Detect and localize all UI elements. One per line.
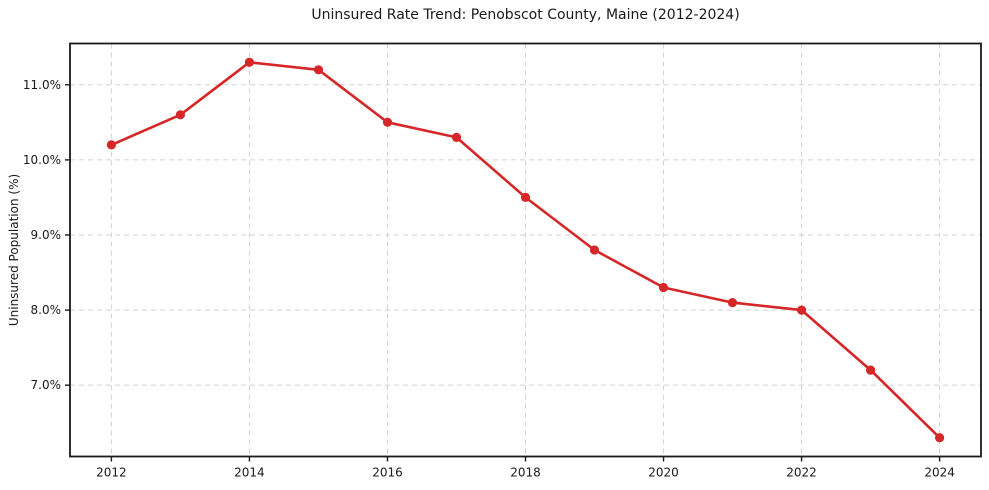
x-tick-label: 2014 [234,466,265,480]
y-tick-label: 10.0% [23,153,61,167]
data-point-2023 [866,365,876,375]
data-point-2020 [658,282,669,293]
x-tick-label: 2016 [372,466,403,480]
x-tick-label: 2020 [648,466,679,480]
x-tick-label: 2022 [786,466,817,480]
data-point-2022 [797,305,807,315]
y-tick-label: 7.0% [31,378,62,392]
data-point-2018 [520,192,531,202]
data-point-2014 [244,57,254,67]
x-tick-label: 2018 [510,466,541,480]
data-point-2012 [106,140,116,150]
y-tick-label: 11.0% [23,78,61,92]
data-point-2019 [589,245,600,255]
x-tick-label: 2012 [96,466,127,480]
x-tick-label: 2024 [924,466,955,480]
data-point-2021 [727,298,738,308]
y-tick-label: 9.0% [31,228,62,242]
data-point-2017 [451,132,462,142]
data-point-2024 [935,433,945,443]
data-point-2016 [382,117,393,127]
data-point-2015 [313,65,324,75]
chart-title: Uninsured Rate Trend: Penobscot County, … [311,7,740,23]
y-tick-label: 8.0% [31,303,62,317]
data-point-2013 [175,110,185,120]
